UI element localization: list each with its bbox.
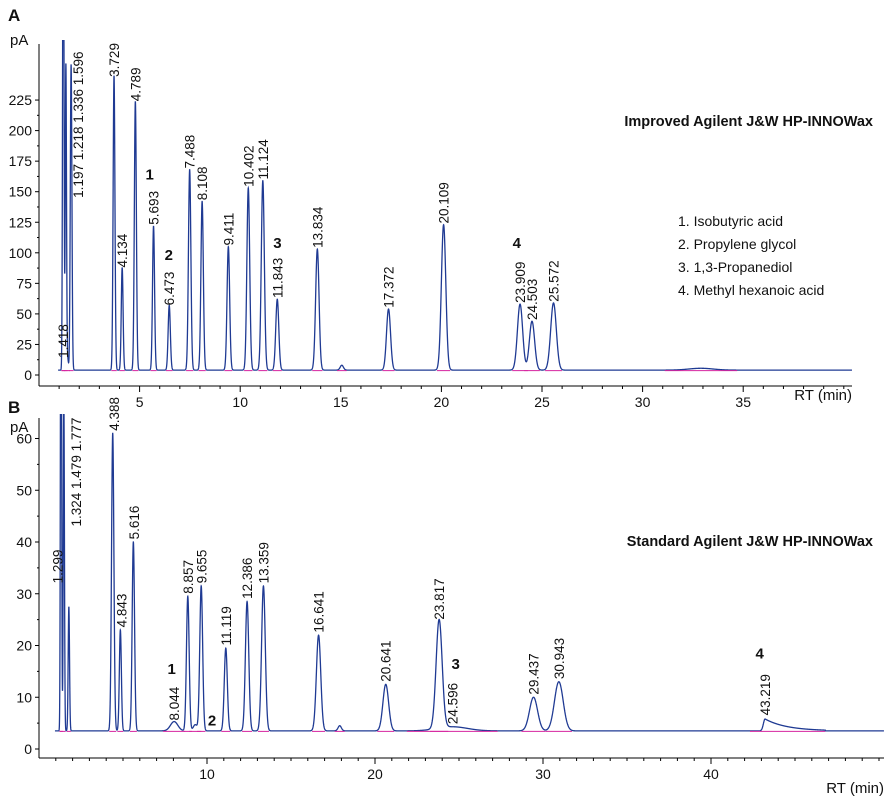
peak-rt-label: 4.388 xyxy=(107,397,122,431)
peak-rt-label: 7.488 xyxy=(183,135,198,169)
peak-rt-label: 16.641 xyxy=(312,591,327,632)
peak-rt-label: 20.641 xyxy=(379,640,394,681)
x-tick-label: 10 xyxy=(199,766,215,782)
peak-rt-label: 6.473 xyxy=(162,272,177,306)
peak-number-label: 2 xyxy=(208,713,216,730)
legend-entry: 2. Propylene glycol xyxy=(678,236,796,252)
chart-title: Standard Agilent J&W HP-INNOWax xyxy=(627,534,873,550)
peak-rt-label: 11.124 xyxy=(256,139,271,180)
panel-label: A xyxy=(8,6,20,25)
y-tick-label: 10 xyxy=(16,689,32,705)
peak-rt-label: 4.789 xyxy=(128,67,143,101)
peak-rt-label: 8.108 xyxy=(195,166,210,200)
peak-rt-label: 43.219 xyxy=(758,674,773,715)
y-axis-label: pA xyxy=(10,32,28,49)
peak-number-label: 4 xyxy=(756,645,765,662)
y-tick-label: 25 xyxy=(16,336,32,352)
x-axis-label: RT (min) xyxy=(794,387,852,404)
x-tick-label: 35 xyxy=(735,394,751,410)
peak-number-label: 3 xyxy=(451,656,459,673)
chart-title: Improved Agilent J&W HP-INNOWax xyxy=(624,114,873,130)
legend-entry: 4. Methyl hexanoic acid xyxy=(678,282,824,298)
peak-rt-label: 11.843 xyxy=(270,258,285,298)
x-tick-label: 25 xyxy=(534,394,550,410)
x-tick-label: 30 xyxy=(535,766,551,782)
peak-rt-label: 11.119 xyxy=(219,606,234,645)
y-tick-label: 60 xyxy=(16,431,32,447)
peak-rt-label: 1.299 xyxy=(50,550,65,584)
peak-rt-label: 10.402 xyxy=(241,146,256,187)
peak-rt-label: 3.729 xyxy=(107,43,122,77)
peak-rt-label: 20.109 xyxy=(437,182,452,223)
peak-rt-label: 9.411 xyxy=(221,213,236,246)
y-axis-label: pA xyxy=(10,419,28,436)
peak-rt-label: 13.834 xyxy=(310,206,325,248)
peak-number-label: 1 xyxy=(145,166,153,183)
x-tick-label: 20 xyxy=(434,394,450,410)
peak-number-label: 2 xyxy=(165,247,173,264)
y-tick-label: 50 xyxy=(16,482,32,498)
y-tick-label: 20 xyxy=(16,638,32,654)
peak-number-label: 4 xyxy=(513,235,522,252)
peak-rt-label: 30.943 xyxy=(552,638,567,679)
legend-entry: 1. Isobutyric acid xyxy=(678,213,783,229)
panel-a: 0 25 50 75 100 125 150 175 200 225 5 10 15 20 25 30 35 pA… xyxy=(8,6,873,410)
x-tick-label: 20 xyxy=(367,766,383,782)
x-tick-label: 15 xyxy=(333,394,349,410)
peak-rt-label: 5.693 xyxy=(147,191,162,225)
y-tick-label: 175 xyxy=(9,153,33,169)
chromatogram-trace xyxy=(58,40,852,371)
x-axis-label: RT (min) xyxy=(826,780,884,797)
y-tick-label: 225 xyxy=(9,92,33,108)
y-tick-label: 150 xyxy=(9,184,33,200)
x-tick-label: 30 xyxy=(635,394,651,410)
peak-rt-label: 13.359 xyxy=(256,542,271,583)
panel-label: B xyxy=(8,398,20,417)
peak-rt-label: 1.324 1.479 1.777 xyxy=(69,418,84,527)
peak-rt-label: 8.857 xyxy=(181,560,196,594)
chromatogram-trace xyxy=(54,414,884,732)
legend-entry: 3. 1,3-Propanediol xyxy=(678,259,792,275)
peak-rt-label: 25.572 xyxy=(547,260,562,301)
peak-rt-label: 4.843 xyxy=(114,594,129,628)
y-tick-label: 40 xyxy=(16,534,32,550)
y-tick-label: 30 xyxy=(16,586,32,602)
peak-rt-label: 9.655 xyxy=(194,550,209,584)
y-tick-label: 125 xyxy=(9,214,33,230)
peak-number-label: 1 xyxy=(168,661,176,678)
peak-rt-label: 29.437 xyxy=(527,653,542,694)
peak-rt-label: 24.503 xyxy=(525,279,540,320)
x-tick-label: 5 xyxy=(136,394,144,410)
peak-rt-label: 4.134 xyxy=(115,233,130,267)
peak-rt-label: 5.616 xyxy=(127,506,142,540)
y-tick-label: 75 xyxy=(16,275,32,291)
panel-b: 0 10 20 30 40 50 60 10 20 30 40 pA RT (min) B Standard… xyxy=(8,397,884,797)
peak-rt-label: 1.197 1.218 1.336 1.596 xyxy=(71,51,86,197)
peak-rt-label: 1.418 xyxy=(56,324,71,358)
peak-number-label: 3 xyxy=(273,235,281,252)
x-tick-label: 10 xyxy=(232,394,248,410)
peak-rt-label: 24.596 xyxy=(445,683,460,724)
peak-rt-label: 8.044 xyxy=(167,686,182,720)
peak-rt-label: 23.909 xyxy=(513,262,528,303)
x-tick-label: 40 xyxy=(703,766,719,782)
y-tick-label: 100 xyxy=(9,245,33,261)
y-tick-label: 0 xyxy=(24,367,32,383)
y-tick-label: 200 xyxy=(9,123,33,139)
peak-rt-label: 17.372 xyxy=(382,266,397,307)
y-tick-label: 50 xyxy=(16,306,32,322)
peak-rt-label: 12.386 xyxy=(240,558,255,599)
y-tick-label: 0 xyxy=(24,741,32,757)
peak-rt-label: 23.817 xyxy=(432,578,447,619)
